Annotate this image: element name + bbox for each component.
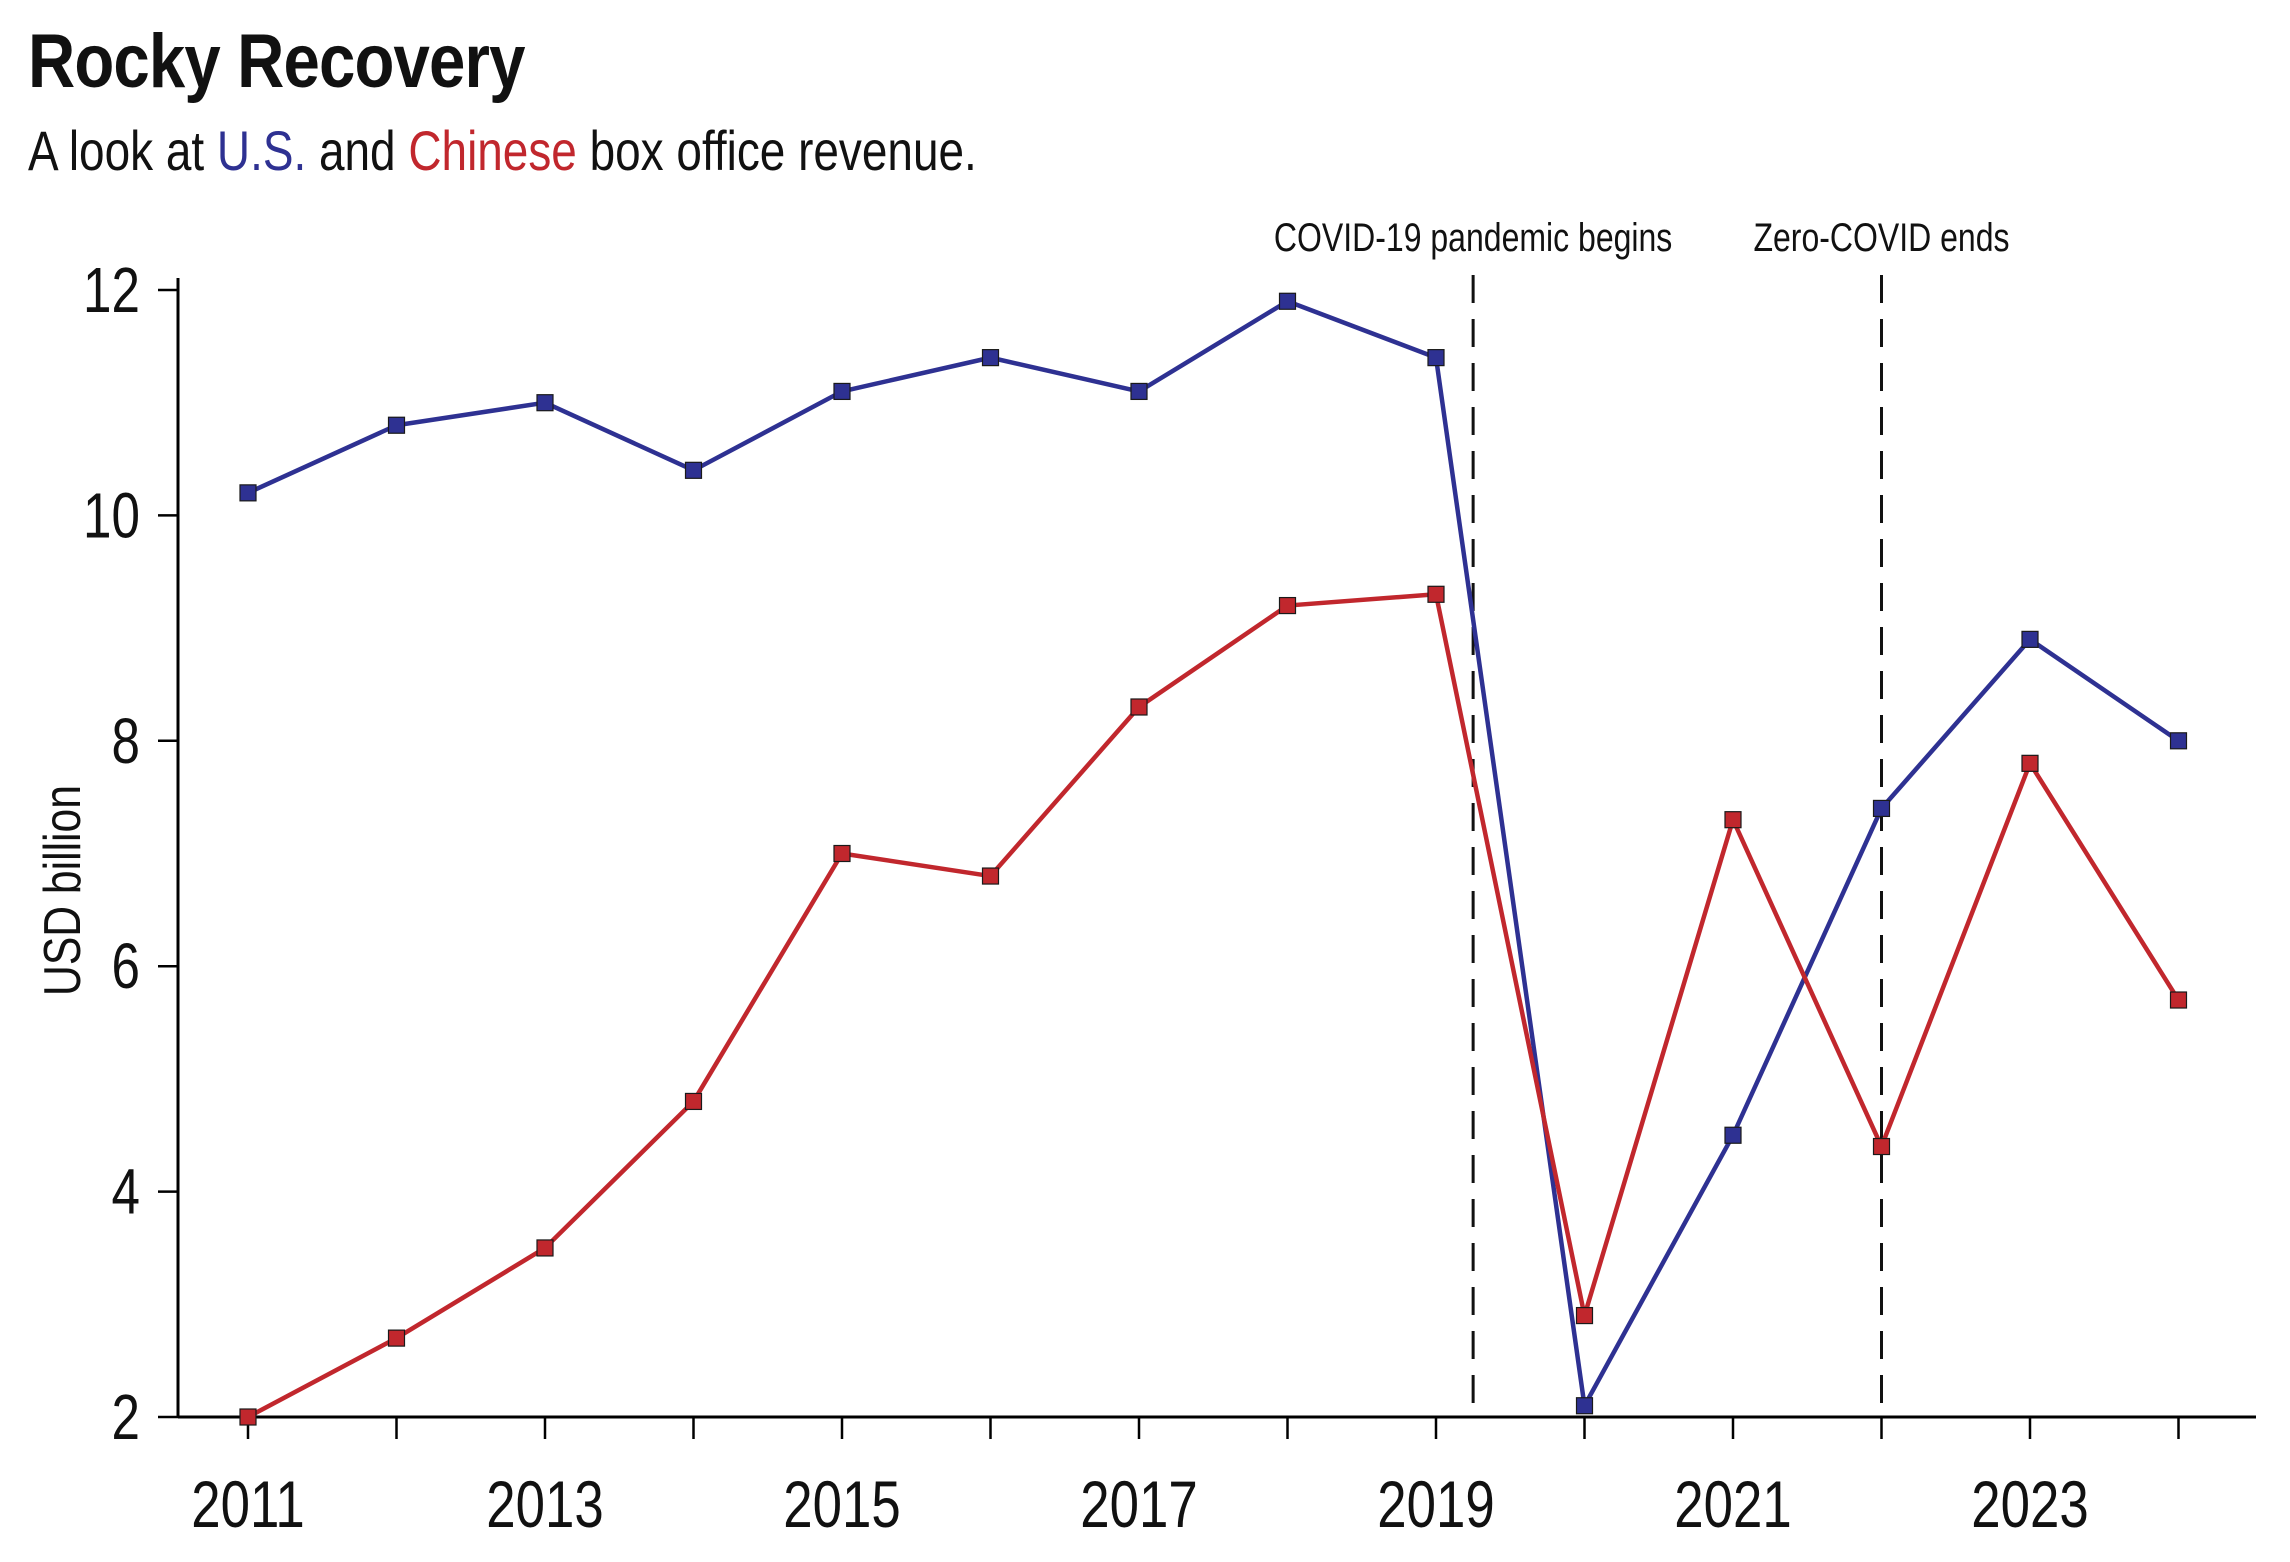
- us-data-point: [1575, 1397, 1594, 1415]
- us-data-point: [387, 416, 406, 434]
- china-series-line: [246, 592, 2181, 1419]
- us-data-point: [1278, 292, 1297, 310]
- china-data-point: [1872, 1137, 1891, 1156]
- us-data-point: [833, 382, 851, 401]
- us-data-point: [1130, 382, 1148, 401]
- subtitle-text-mid: and: [306, 119, 409, 182]
- y-tick-label: 2: [112, 1383, 140, 1454]
- subtitle-china-label: Chinese: [408, 119, 577, 182]
- y-tick-label: 6: [112, 932, 140, 1003]
- us-data-point: [684, 461, 703, 479]
- us-data-point: [1724, 1126, 1742, 1144]
- subtitle-us-label: U.S.: [216, 119, 307, 182]
- chart-title: Rocky Recovery: [28, 19, 525, 104]
- y-axis-label: USD billion: [34, 785, 92, 996]
- x-tick-label: 2011: [191, 1467, 305, 1541]
- x-tick-label: 2019: [1377, 1467, 1494, 1541]
- y-tick-label: 4: [112, 1157, 140, 1228]
- annotation-label: Zero-COVID ends: [1753, 215, 2009, 260]
- china-data-point: [2169, 991, 2188, 1009]
- subtitle-text-pre: A look at: [28, 119, 217, 182]
- y-tick-label: 8: [112, 706, 140, 777]
- x-tick-label: 2015: [783, 1467, 900, 1541]
- china-data-point: [1278, 596, 1297, 615]
- china-data-point: [981, 867, 1000, 885]
- x-tick-label: 2013: [486, 1467, 603, 1541]
- us-data-point: [1872, 799, 1891, 818]
- china-data-point: [833, 844, 851, 863]
- us-data-point: [981, 349, 1000, 367]
- china-data-point: [239, 1408, 257, 1426]
- us-data-point: [1427, 349, 1445, 367]
- subtitle-text-post: box office revenue.: [576, 119, 977, 182]
- annotation-label: COVID-19 pandemic begins: [1274, 215, 1672, 260]
- china-data-point: [387, 1329, 406, 1347]
- us-data-point: [239, 484, 257, 502]
- us-data-point: [536, 394, 554, 412]
- us-data-point: [2169, 732, 2188, 750]
- china-data-point: [1427, 585, 1445, 603]
- china-data-point: [2021, 754, 2039, 772]
- us-series-line: [247, 299, 2180, 1408]
- x-tick-label: 2017: [1080, 1467, 1197, 1541]
- y-tick-label: 12: [83, 256, 140, 327]
- x-tick-label: 2021: [1674, 1467, 1791, 1541]
- china-data-point: [1130, 698, 1148, 716]
- chart-subtitle: A look at U.S. and Chinese box office re…: [28, 118, 977, 183]
- china-data-point: [1575, 1306, 1594, 1325]
- china-data-point: [536, 1239, 554, 1257]
- y-tick-label: 10: [83, 481, 140, 552]
- us-data-point: [2021, 630, 2039, 648]
- china-data-point: [1724, 811, 1742, 829]
- x-tick-label: 2023: [1971, 1467, 2088, 1541]
- china-data-point: [684, 1092, 703, 1111]
